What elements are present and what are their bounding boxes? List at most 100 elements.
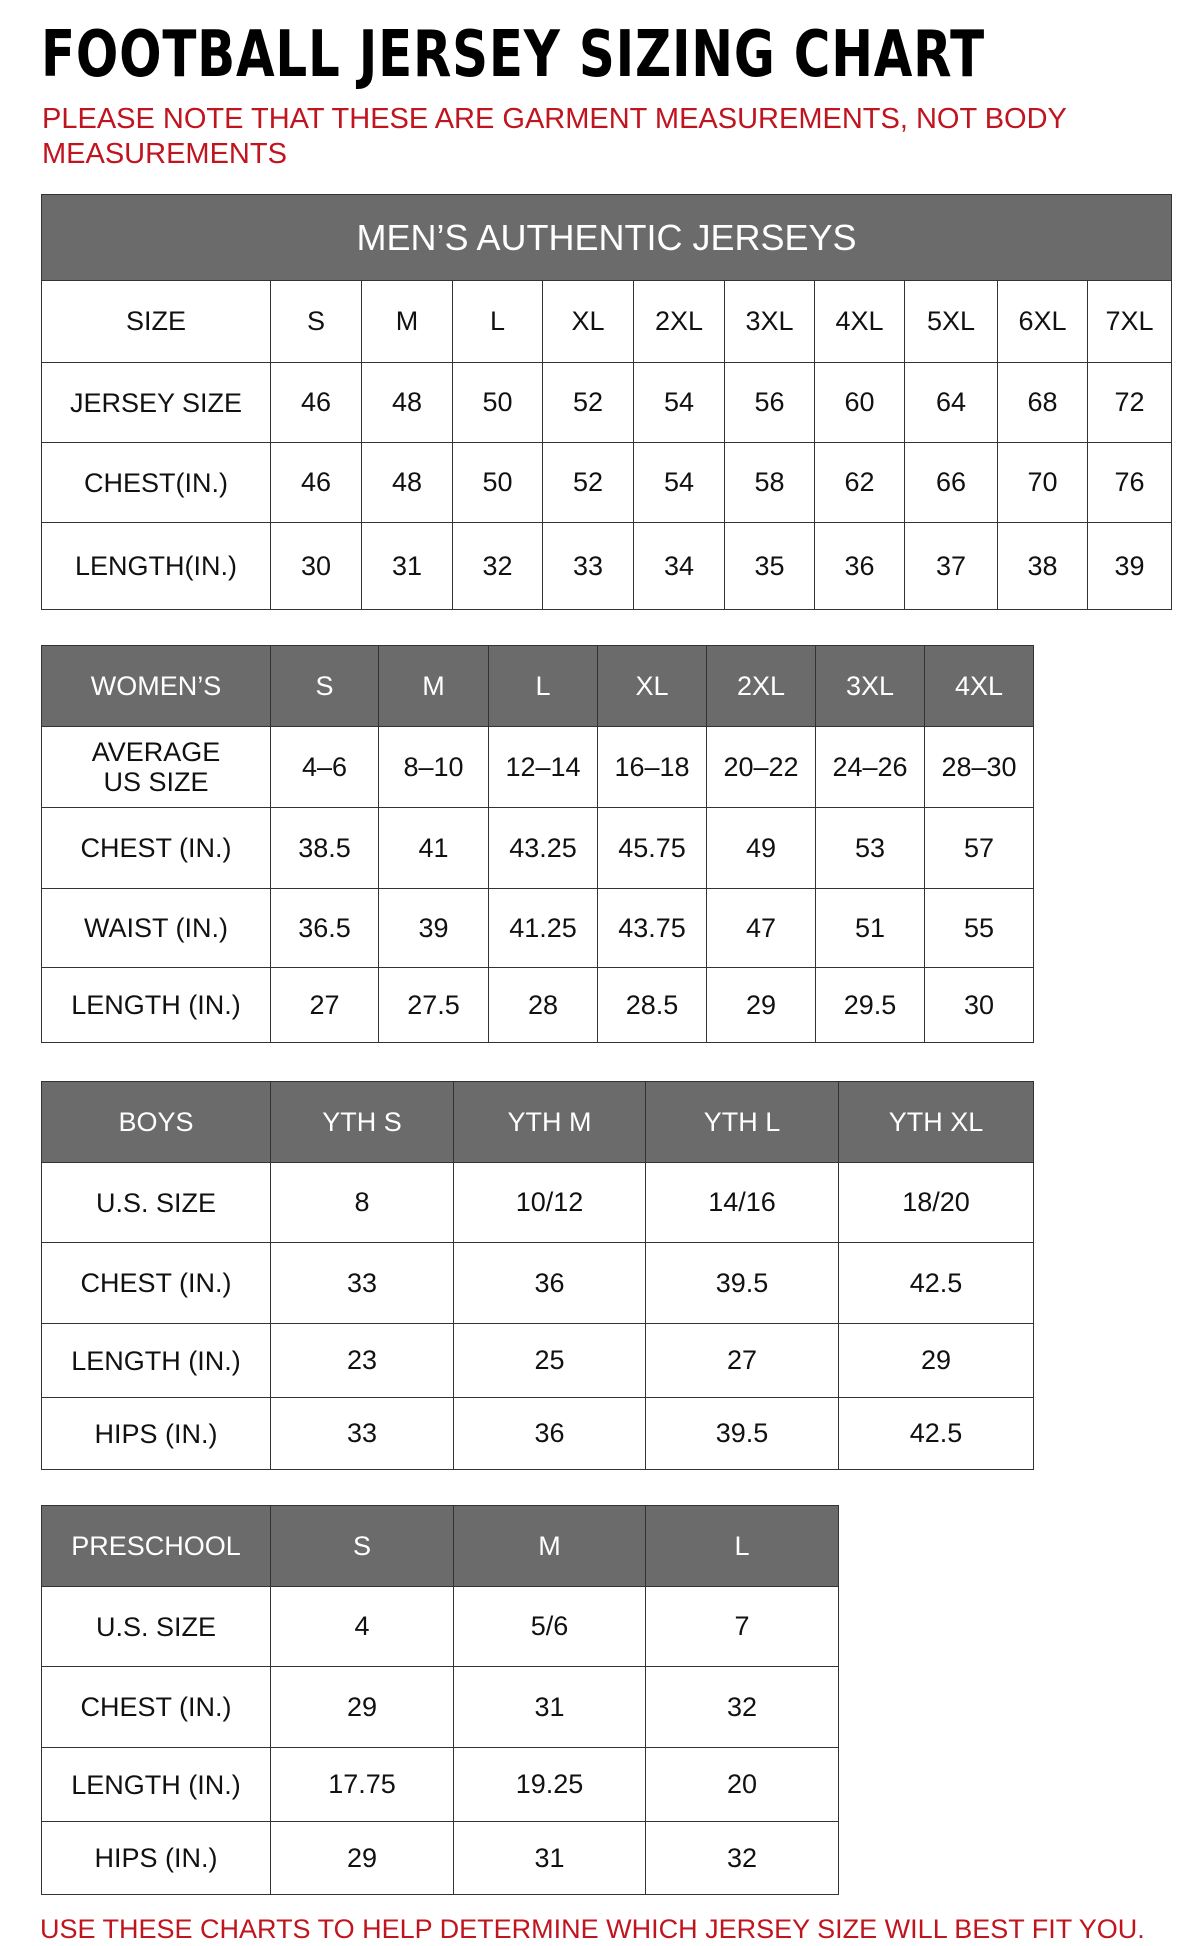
value-cell: 43.75: [597, 888, 707, 968]
header-cell-2xl: 2XL: [706, 645, 816, 727]
value-cell: 12–14: [488, 726, 598, 808]
row-label-waist-in: WAIST (IN.): [41, 888, 271, 968]
table-row: HIPS (IN.) 33 36 39.5 42.5: [41, 1397, 1034, 1470]
footer-note: USE THESE CHARTS TO HELP DETERMINE WHICH…: [40, 1914, 1145, 1944]
table-row: WAIST (IN.) 36.5 39 41.25 43.75 47 51 55: [41, 888, 1034, 968]
value-cell: 34: [633, 522, 725, 610]
value-cell: 41: [378, 807, 489, 889]
value-cell: 66: [904, 442, 998, 523]
header-cell-4xl: 4XL: [814, 280, 905, 363]
table-row: LENGTH(IN.) 30 31 32 33 34 35 36 37 38 39: [41, 522, 1173, 610]
garment-note: PLEASE NOTE THAT THESE ARE GARMENT MEASU…: [42, 103, 1067, 170]
table-row: LENGTH (IN.) 23 25 27 29: [41, 1323, 1034, 1398]
value-cell: 36.5: [270, 888, 379, 968]
value-cell: 41.25: [488, 888, 598, 968]
value-cell: 14/16: [645, 1162, 839, 1243]
value-cell: 39.5: [645, 1242, 839, 1324]
table-row: CHEST (IN.) 38.5 41 43.25 45.75 49 53 57: [41, 807, 1034, 889]
header-cell-m: M: [361, 280, 453, 363]
value-cell: 70: [997, 442, 1088, 523]
value-cell: 32: [452, 522, 543, 610]
value-cell: 54: [633, 362, 725, 443]
value-cell: 33: [270, 1397, 454, 1470]
table-row: LENGTH (IN.) 17.75 19.25 20: [41, 1747, 839, 1822]
table-row: U.S. SIZE 4 5/6 7: [41, 1586, 839, 1667]
value-cell: 29: [706, 967, 816, 1043]
value-cell: 50: [452, 442, 543, 523]
table-row: AVERAGE US SIZE 4–6 8–10 12–14 16–18 20–22 24–…: [41, 726, 1034, 808]
value-cell: 10/12: [453, 1162, 646, 1243]
row-label-hips-in: HIPS (IN.): [41, 1821, 271, 1895]
value-cell: 48: [361, 362, 453, 443]
value-cell: 64: [904, 362, 998, 443]
value-cell: 46: [270, 362, 362, 443]
header-cell-size: SIZE: [41, 280, 271, 363]
header-cell-yth-xl: YTH XL: [838, 1081, 1034, 1163]
value-cell: 28.5: [597, 967, 707, 1043]
value-cell: 52: [542, 362, 634, 443]
value-cell: 46: [270, 442, 362, 523]
header-row: SIZE S M L XL 2XL 3XL 4XL 5XL 6XL 7XL: [41, 280, 1173, 363]
value-cell: 8–10: [378, 726, 489, 808]
header-cell-s: S: [270, 1505, 454, 1587]
value-cell: 30: [924, 967, 1034, 1043]
table-row: U.S. SIZE 8 10/12 14/16 18/20: [41, 1162, 1034, 1243]
preschool-table: PRESCHOOL S M L U.S. SIZE 4 5/6 7 CHEST (IN.) 29 3…: [41, 1505, 839, 1895]
value-cell: 23: [270, 1323, 454, 1398]
row-label-length-in: LENGTH (IN.): [41, 967, 271, 1043]
table-row: CHEST (IN.) 29 31 32: [41, 1666, 839, 1748]
header-cell-preschool: PRESCHOOL: [41, 1505, 271, 1587]
value-cell: 47: [706, 888, 816, 968]
header-cell-m: M: [378, 645, 489, 727]
header-row: PRESCHOOL S M L: [41, 1505, 839, 1587]
row-label-length-in: LENGTH (IN.): [41, 1323, 271, 1398]
value-cell: 39: [1086, 522, 1173, 610]
value-cell: 36: [453, 1242, 646, 1324]
value-cell: 58: [724, 442, 815, 523]
value-cell: 37: [904, 522, 998, 610]
value-cell: 62: [814, 442, 905, 523]
value-cell: 52: [542, 442, 634, 523]
value-cell: 18/20: [838, 1162, 1034, 1243]
value-cell: 4: [270, 1586, 454, 1667]
value-cell: 60: [814, 362, 905, 443]
header-cell-5xl: 5XL: [904, 280, 998, 363]
value-cell: 20: [645, 1747, 839, 1822]
value-cell: 17.75: [270, 1747, 454, 1822]
value-cell: 32: [645, 1821, 839, 1895]
value-cell: 45.75: [597, 807, 707, 889]
value-cell: 29: [838, 1323, 1034, 1398]
header-cell-l: L: [488, 645, 598, 727]
row-label-jersey-size: JERSEY SIZE: [41, 362, 271, 443]
value-cell: 27: [645, 1323, 839, 1398]
value-cell: 5/6: [453, 1586, 646, 1667]
value-cell: 30: [270, 522, 362, 610]
value-cell: 54: [633, 442, 725, 523]
value-cell: 36: [814, 522, 905, 610]
value-cell: 49: [706, 807, 816, 889]
value-cell: 42.5: [838, 1397, 1034, 1470]
value-cell: 35: [724, 522, 815, 610]
table-row: JERSEY SIZE 46 48 50 52 54 56 60 64 68 72: [41, 362, 1173, 443]
mens-authentic-table: MEN’S AUTHENTIC JERSEYS SIZE S M L XL 2XL 3XL 4X…: [40, 194, 1173, 610]
table-row: HIPS (IN.) 29 31 32: [41, 1821, 839, 1895]
value-cell: 29.5: [815, 967, 925, 1043]
value-cell: 51: [815, 888, 925, 968]
row-label-chest-in: CHEST (IN.): [41, 1242, 271, 1324]
value-cell: 29: [270, 1666, 454, 1748]
value-cell: 33: [542, 522, 634, 610]
value-cell: 27.5: [378, 967, 489, 1043]
value-cell: 57: [924, 807, 1034, 889]
header-cell-yth-l: YTH L: [645, 1081, 839, 1163]
header-cell-m: M: [453, 1505, 646, 1587]
row-label-u-s-size: U.S. SIZE: [41, 1162, 271, 1243]
value-cell: 33: [270, 1242, 454, 1324]
value-cell: 31: [361, 522, 453, 610]
header-cell-s: S: [270, 280, 362, 363]
womens-table: WOMEN’S S M L XL 2XL 3XL 4XL AVERAGE US SIZE 4–6 8…: [41, 645, 1034, 1043]
header-cell-l: L: [645, 1505, 839, 1587]
header-cell-2xl: 2XL: [633, 280, 725, 363]
value-cell: 48: [361, 442, 453, 523]
value-cell: 53: [815, 807, 925, 889]
header-cell-xl: XL: [542, 280, 634, 363]
